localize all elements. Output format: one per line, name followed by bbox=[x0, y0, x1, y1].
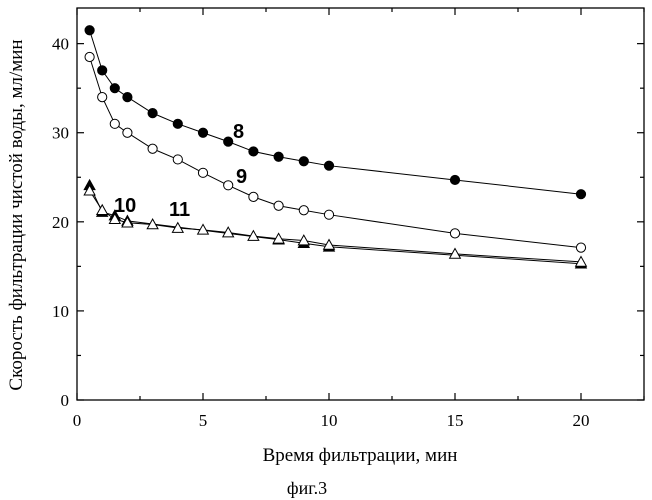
series-label-11: 11 bbox=[169, 199, 190, 221]
x-tick-label: 15 bbox=[447, 411, 464, 430]
y-tick-label: 40 bbox=[52, 35, 69, 54]
series-markers bbox=[84, 26, 586, 268]
data-point-8-7 bbox=[224, 137, 233, 146]
data-point-9-2 bbox=[110, 119, 119, 128]
series-label-10: 10 bbox=[114, 195, 136, 217]
data-point-8-1 bbox=[98, 66, 107, 75]
series-line-11 bbox=[90, 191, 581, 262]
data-point-9-12 bbox=[450, 229, 459, 238]
data-point-9-0 bbox=[85, 52, 94, 61]
data-point-8-5 bbox=[173, 119, 182, 128]
y-tick-label: 10 bbox=[52, 302, 69, 321]
y-tick-label: 20 bbox=[52, 213, 69, 232]
data-point-9-4 bbox=[148, 144, 157, 153]
x-tick-label: 10 bbox=[321, 411, 338, 430]
series-lines bbox=[90, 30, 581, 263]
y-tick-label: 30 bbox=[52, 124, 69, 143]
data-point-11-1 bbox=[97, 205, 108, 215]
data-point-8-3 bbox=[123, 92, 132, 101]
data-point-9-1 bbox=[98, 92, 107, 101]
axes: 0 5 10 15 20 0 10 20 30 40 bbox=[52, 8, 644, 430]
data-point-8-6 bbox=[198, 128, 207, 137]
data-point-8-8 bbox=[249, 147, 258, 156]
x-tick-label: 5 bbox=[199, 411, 208, 430]
figure-caption: фиг.3 bbox=[287, 478, 327, 498]
data-point-9-8 bbox=[249, 192, 258, 201]
data-point-8-13 bbox=[576, 190, 585, 199]
data-point-8-12 bbox=[450, 175, 459, 184]
data-point-8-10 bbox=[299, 157, 308, 166]
data-point-9-5 bbox=[173, 155, 182, 164]
series-line-9 bbox=[90, 57, 581, 248]
y-tick-label: 0 bbox=[61, 391, 70, 410]
series-line-8 bbox=[90, 30, 581, 194]
data-point-9-10 bbox=[299, 206, 308, 215]
data-point-8-2 bbox=[110, 84, 119, 93]
data-point-9-3 bbox=[123, 128, 132, 137]
series-labels: 8 9 10 11 bbox=[114, 121, 247, 221]
data-point-9-11 bbox=[324, 210, 333, 219]
y-axis-label: Скорость фильтрации чистой воды, мл/мин bbox=[6, 39, 27, 390]
x-tick-label: 20 bbox=[573, 411, 590, 430]
series-label-9: 9 bbox=[236, 166, 247, 188]
plot-frame bbox=[77, 8, 644, 400]
data-point-8-4 bbox=[148, 109, 157, 118]
x-tick-label: 0 bbox=[73, 411, 82, 430]
series-label-8: 8 bbox=[233, 121, 244, 143]
data-point-8-0 bbox=[85, 26, 94, 35]
data-point-9-9 bbox=[274, 201, 283, 210]
data-point-8-11 bbox=[324, 161, 333, 170]
series-line-10 bbox=[90, 185, 581, 263]
data-point-9-13 bbox=[576, 243, 585, 252]
data-point-8-9 bbox=[274, 152, 283, 161]
data-point-9-6 bbox=[198, 168, 207, 177]
x-axis-label: Время фильтрации, мин bbox=[263, 445, 458, 466]
data-point-9-7 bbox=[224, 181, 233, 190]
